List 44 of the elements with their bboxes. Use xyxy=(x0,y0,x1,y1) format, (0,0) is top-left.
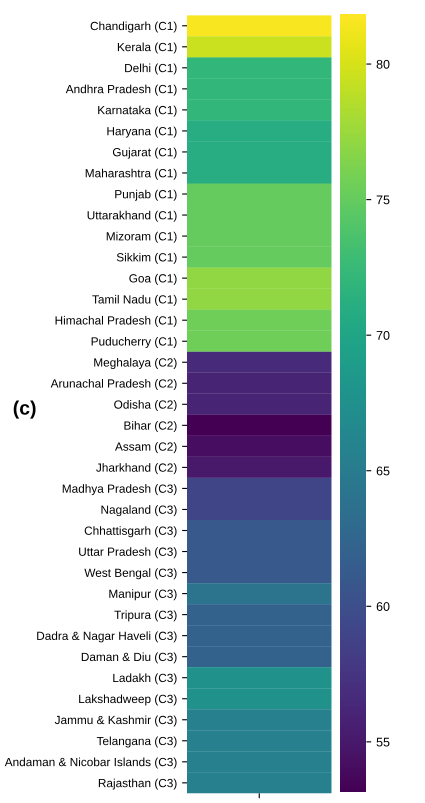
y-tick-label: Odisha (C2) xyxy=(114,400,177,412)
y-tick-label: West Bengal (C3) xyxy=(84,568,177,580)
color-bar-label: 60 xyxy=(376,602,390,611)
color-bar-label: 75 xyxy=(376,196,390,204)
color-bar-label: 80 xyxy=(376,60,390,69)
y-tick-label: Gujarat (C1) xyxy=(112,148,177,159)
y-tick-label: Nagaland (C3) xyxy=(101,505,177,516)
y-tick-label: Arunachal Pradesh (C2) xyxy=(50,379,177,390)
y-tick-label: Himachal Pradesh (C1) xyxy=(56,316,177,327)
y-tick-label: Chandigarh (C1) xyxy=(90,21,177,32)
y-tick-label: Jammu & Kashmir (C3) xyxy=(54,715,177,726)
y-tick-label: Andhra Pradesh (C1) xyxy=(66,84,177,96)
color-bar-label: 55 xyxy=(376,738,390,747)
y-tick-label: Tripura (C3) xyxy=(114,610,177,622)
y-tick-label: Maharashtra (C1) xyxy=(86,168,177,180)
y-tick-label: Delhi (C1) xyxy=(125,64,177,75)
y-tick-label: Kerala (C1) xyxy=(118,42,177,54)
color-bar-label: 70 xyxy=(376,330,390,340)
y-tick-label: Andaman & Nicobar Islands (C3) xyxy=(4,758,177,769)
y-tick-label: Tamil Nadu (C1) xyxy=(92,294,177,306)
y-tick-label: Rajasthan (C3) xyxy=(98,778,177,790)
y-tick-label: Punjab (C1) xyxy=(115,190,177,201)
y-tick-label: Haryana (C1) xyxy=(107,126,177,138)
y-tick-label: Puducherry (C1) xyxy=(92,336,177,348)
y-tick-label: Chhattisgarh (C3) xyxy=(84,526,177,538)
y-tick-label: Sikkim (C1) xyxy=(116,252,177,264)
y-tick-label: Uttarakhand (C1) xyxy=(88,210,177,222)
y-tick-label: Telangana (C3) xyxy=(96,736,177,748)
y-tick-label: Uttar Pradesh (C3) xyxy=(79,547,177,558)
y-tick-label: Lakshadweep (C3) xyxy=(79,694,177,706)
y-tick-label: Assam (C2) xyxy=(114,442,177,454)
y-tick-label: Manipur (C3) xyxy=(109,589,177,600)
y-tick-label: Goa (C1) xyxy=(129,274,177,285)
text: (c) xyxy=(14,400,36,419)
color-bar-label: 65 xyxy=(376,466,390,476)
y-tick-label: Mizoram (C1) xyxy=(106,232,177,243)
y-tick-label: Meghalaya (C2) xyxy=(94,358,177,369)
y-tick-label: Jharkhand (C2) xyxy=(96,463,177,474)
y-tick-label: Madhya Pradesh (C3) xyxy=(62,484,177,496)
y-tick-label: Bihar (C2) xyxy=(124,421,177,432)
y-tick-label: Ladakh (C3) xyxy=(113,673,177,684)
y-tick-label: Daman & Diu (C3) xyxy=(82,652,177,664)
y-tick-label: Karnataka (C1) xyxy=(98,106,177,117)
y-tick-label: Dadra & Nagar Haveli (C3) xyxy=(37,631,177,642)
